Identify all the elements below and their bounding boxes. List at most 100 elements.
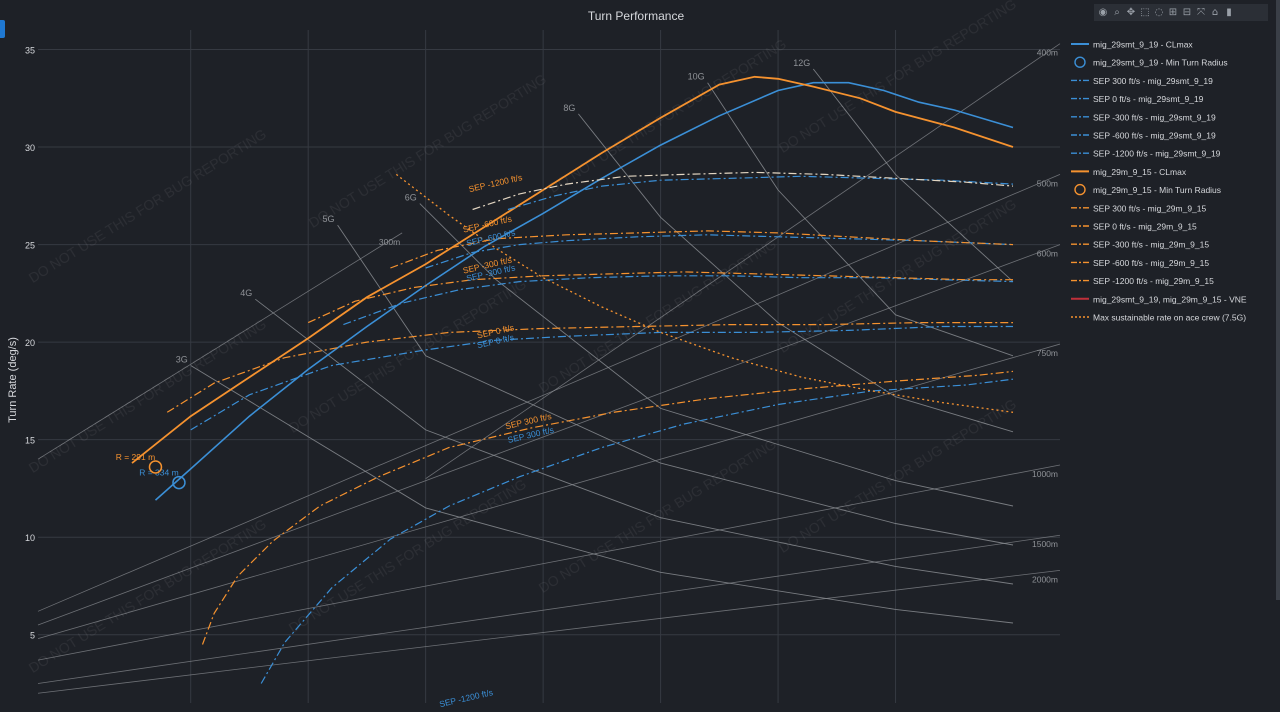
zoom-in-icon[interactable]: ⊞ — [1168, 6, 1178, 18]
y-tick-label: 10 — [25, 533, 35, 543]
series-line[interactable] — [131, 75, 1014, 464]
pan-icon[interactable]: ✥ — [1126, 6, 1136, 18]
series-line[interactable] — [507, 175, 1014, 211]
y-tick-label: 25 — [25, 241, 35, 251]
legend-label: SEP 300 ft/s - mig_29m_9_15 — [1093, 203, 1207, 213]
legend-item[interactable]: Max sustainable rate on ace crew (7.5G) — [1071, 313, 1246, 323]
legend-item[interactable]: SEP -600 ft/s - mig_29m_9_15 — [1071, 258, 1209, 268]
legend-label: mig_29m_9_15 - Min Turn Radius — [1093, 185, 1221, 195]
legend-item[interactable]: mig_29smt_9_19, mig_29m_9_15 - VNE — [1071, 294, 1247, 304]
legend-item[interactable]: mig_29m_9_15 - Min Turn Radius — [1074, 183, 1221, 196]
side-panel-tab[interactable] — [0, 20, 5, 38]
watermark-text: DO NOT USE THIS FOR BUG REPORTING — [776, 0, 1019, 156]
radius-label: 1500m — [1032, 539, 1058, 549]
legend-label: SEP -1200 ft/s - mig_29m_9_15 — [1093, 276, 1214, 286]
radius-label: 500m — [1037, 178, 1058, 188]
legend-item[interactable]: SEP -600 ft/s - mig_29smt_9_19 — [1071, 131, 1216, 141]
legend-item[interactable]: mig_29smt_9_19 - CLmax — [1071, 40, 1193, 50]
legend-label: SEP -1200 ft/s - mig_29smt_9_19 — [1093, 149, 1221, 159]
sep-annotation: SEP -1200 ft/s — [438, 687, 494, 709]
tick-labels: 5 10 15 20 25 30 35 — [25, 46, 35, 641]
g-load-label: 8G — [563, 103, 575, 113]
legend-item[interactable]: SEP 0 ft/s - mig_29m_9_15 — [1071, 222, 1197, 232]
legend-label: Max sustainable rate on ace crew (7.5G) — [1093, 313, 1246, 323]
zoom-icon[interactable]: ⌕ — [1114, 6, 1120, 18]
g-load-curve — [190, 365, 1014, 624]
legend[interactable]: mig_29smt_9_19 - CLmax mig_29smt_9_19 - M… — [1071, 40, 1247, 323]
radius-line — [37, 173, 1061, 612]
legend-item[interactable]: SEP -300 ft/s - mig_29smt_9_19 — [1071, 112, 1216, 122]
plotly-logo-icon[interactable]: ▮ — [1226, 6, 1232, 18]
series-layer[interactable]: R = 334 mR = 291 m — [116, 75, 1014, 684]
legend-item[interactable]: SEP 300 ft/s - mig_29smt_9_19 — [1071, 76, 1213, 86]
box-select-icon[interactable]: ⬚ — [1140, 6, 1150, 18]
watermark-text: DO NOT USE THIS FOR BUG REPORTING — [26, 126, 269, 286]
series-line[interactable] — [395, 173, 1014, 413]
watermark-text: DO NOT USE THIS FOR BUG REPORTING — [776, 196, 1019, 356]
watermark-text: DO NOT USE THIS FOR BUG REPORTING — [306, 71, 549, 231]
radius-line — [425, 43, 1061, 479]
legend-item[interactable]: mig_29m_9_15 - CLmax — [1071, 167, 1187, 177]
marker-label: R = 291 m — [116, 452, 155, 462]
legend-label: mig_29smt_9_19 - Min Turn Radius — [1093, 58, 1228, 68]
radius-line — [37, 244, 1061, 626]
legend-item[interactable]: SEP 0 ft/s - mig_29smt_9_19 — [1071, 94, 1204, 104]
y-tick-label: 30 — [25, 143, 35, 153]
radius-label: 2000m — [1032, 574, 1058, 584]
min-turn-radius-marker[interactable] — [172, 475, 186, 490]
legend-marker-icon — [1074, 56, 1086, 68]
lasso-icon[interactable]: ◌ — [1154, 6, 1164, 18]
radius-label: 400m — [1037, 48, 1058, 58]
grid-layer — [38, 30, 1060, 703]
series-line[interactable] — [201, 370, 1014, 645]
legend-label: SEP -600 ft/s - mig_29smt_9_19 — [1093, 131, 1216, 141]
legend-label: SEP 300 ft/s - mig_29smt_9_19 — [1093, 76, 1213, 86]
min-turn-radius-marker[interactable] — [148, 460, 163, 474]
radius-label: 600m — [1037, 249, 1058, 259]
zoom-out-icon[interactable]: ⊟ — [1182, 6, 1192, 18]
series-line[interactable] — [166, 322, 1013, 413]
series-line[interactable] — [154, 81, 1014, 501]
g-load-label: 12G — [793, 58, 810, 68]
radius-line — [37, 232, 403, 460]
y-tick-label: 5 — [30, 631, 35, 641]
g-load-label: 3G — [176, 355, 188, 365]
scrollbar[interactable] — [1276, 0, 1280, 600]
watermark-text: DO NOT USE THIS FOR BUG REPORTING — [776, 396, 1019, 556]
legend-item[interactable]: SEP 300 ft/s - mig_29m_9_15 — [1071, 203, 1207, 213]
radius-label: 750m — [1037, 348, 1058, 358]
g-load-label: 4G — [240, 288, 252, 298]
legend-item[interactable]: SEP -1200 ft/s - mig_29m_9_15 — [1071, 276, 1214, 286]
series-line[interactable] — [390, 230, 1014, 269]
legend-label: SEP 0 ft/s - mig_29smt_9_19 — [1093, 94, 1204, 104]
legend-label: mig_29smt_9_19, mig_29m_9_15 - VNE — [1093, 294, 1247, 304]
series-line[interactable] — [260, 378, 1014, 684]
watermark-text: DO NOT USE THIS FOR BUG REPORTING — [536, 236, 779, 396]
legend-label: mig_29smt_9_19 - CLmax — [1093, 40, 1193, 50]
autoscale-icon[interactable]: ⤧ — [1197, 6, 1205, 18]
legend-label: SEP -300 ft/s - mig_29smt_9_19 — [1093, 112, 1216, 122]
series-line[interactable] — [190, 325, 1013, 431]
g-load-label: 5G — [323, 214, 335, 224]
y-tick-label: 35 — [25, 46, 35, 56]
sep-annotation: SEP -1200 ft/s — [468, 172, 524, 194]
g-load-curve — [255, 298, 1014, 585]
chart-title: Turn Performance — [588, 9, 685, 23]
legend-marker-icon — [1074, 183, 1086, 196]
legend-item[interactable]: SEP -300 ft/s - mig_29m_9_15 — [1071, 240, 1209, 250]
radius-label: 300m — [379, 237, 400, 247]
legend-label: SEP 0 ft/s - mig_29m_9_15 — [1093, 222, 1197, 232]
radius-line — [37, 569, 1061, 694]
legend-item[interactable]: mig_29smt_9_19 - Min Turn Radius — [1074, 56, 1228, 68]
reset-axes-icon[interactable]: ⌂ — [1211, 6, 1219, 18]
radius-line — [37, 343, 1061, 640]
series-line[interactable] — [343, 275, 1014, 326]
series-line[interactable] — [307, 271, 1013, 324]
g-load-label: 6G — [405, 193, 417, 203]
y-axis-label: Turn Rate (deg/s) — [7, 337, 19, 423]
legend-item[interactable]: SEP -1200 ft/s - mig_29smt_9_19 — [1071, 149, 1221, 159]
camera-icon[interactable]: ◉ — [1098, 6, 1108, 18]
y-tick-label: 15 — [25, 436, 35, 446]
plot-toolbar: ◉ ⌕ ✥ ⬚ ◌ ⊞ ⊟ ⤧ ⌂ ▮ — [1094, 4, 1268, 21]
